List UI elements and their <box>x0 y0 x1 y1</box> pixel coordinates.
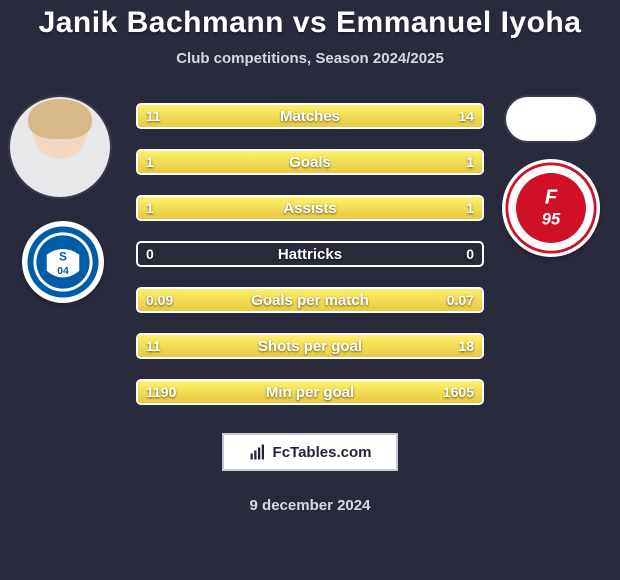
svg-text:F: F <box>545 186 558 208</box>
club-logo-right: F 95 <box>502 159 600 257</box>
bar-fill-left <box>138 151 310 173</box>
stat-row: 11Assists <box>136 195 484 221</box>
stat-value-left: 1 <box>146 197 154 219</box>
page-subtitle: Club competitions, Season 2024/2025 <box>0 50 620 67</box>
stat-row: 0 0Hattricks <box>136 241 484 267</box>
svg-text:S: S <box>59 250 67 264</box>
player-left-avatar <box>10 97 110 197</box>
stat-label: Hattricks <box>138 243 482 265</box>
stat-value-right: 1 <box>466 197 474 219</box>
bar-fill-right <box>289 105 482 127</box>
stat-value-left: 1190 <box>146 381 176 403</box>
bar-fill-right <box>269 335 482 357</box>
bar-fill-right <box>310 151 482 173</box>
stat-row: 1114Matches <box>136 103 484 129</box>
stats-bars: 1114Matches11Goals11Assists00Hattricks0.… <box>136 97 484 405</box>
stat-value-left: 11 <box>146 335 161 357</box>
bar-fill-right <box>310 197 482 219</box>
chart-icon <box>249 443 267 461</box>
svg-text:95: 95 <box>542 210 561 229</box>
stat-value-right: 1605 <box>443 381 474 403</box>
stat-value-left: 0.09 <box>146 289 173 311</box>
brand-badge: FcTables.com <box>222 433 398 471</box>
comparison-panel: S 04 F 95 1114Matches11Goals11Assists00H… <box>0 97 620 417</box>
page-title: Janik Bachmann vs Emmanuel Iyoha <box>0 0 620 40</box>
schalke-icon: S 04 <box>26 225 100 299</box>
stat-row: 0.090.07Goals per match <box>136 287 484 313</box>
left-column: S 04 <box>10 97 120 417</box>
fortuna-icon: F 95 <box>505 162 597 254</box>
stat-value-right: 1 <box>466 151 474 173</box>
stat-value-left: 1 <box>146 151 154 173</box>
club-logo-left: S 04 <box>22 221 104 303</box>
stat-value-left: 11 <box>146 105 161 127</box>
stat-value-right: 0 <box>466 243 474 265</box>
stat-value-left: 0 <box>146 243 154 265</box>
player-right-avatar <box>506 97 596 141</box>
stat-value-right: 14 <box>458 105 474 127</box>
bar-fill-left <box>138 197 310 219</box>
stat-row: 11901605Min per goal <box>136 379 484 405</box>
right-column: F 95 <box>500 97 610 417</box>
brand-text: FcTables.com <box>273 444 372 461</box>
svg-text:04: 04 <box>57 266 69 277</box>
date-text: 9 december 2024 <box>0 497 620 514</box>
stat-value-right: 0.07 <box>447 289 474 311</box>
stat-value-right: 18 <box>458 335 474 357</box>
stat-row: 1118Shots per goal <box>136 333 484 359</box>
stat-row: 11Goals <box>136 149 484 175</box>
